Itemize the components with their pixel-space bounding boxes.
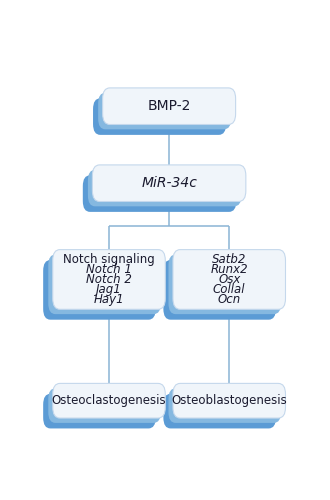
Text: Osteoblastogenesis: Osteoblastogenesis [171,394,287,407]
Text: Hay1: Hay1 [94,294,124,306]
FancyBboxPatch shape [48,388,161,423]
FancyBboxPatch shape [103,88,236,124]
Text: Notch 1: Notch 1 [86,263,132,276]
FancyBboxPatch shape [169,254,281,314]
FancyBboxPatch shape [163,260,276,320]
Text: Jag1: Jag1 [96,283,122,296]
Text: MiR-34c: MiR-34c [141,176,197,190]
FancyBboxPatch shape [88,170,241,206]
FancyBboxPatch shape [163,394,276,428]
FancyBboxPatch shape [43,394,156,428]
Text: Ocn: Ocn [217,294,241,306]
FancyBboxPatch shape [53,250,165,310]
Text: Osteoclastogenesis: Osteoclastogenesis [52,394,166,407]
FancyBboxPatch shape [53,384,165,418]
FancyBboxPatch shape [173,250,285,310]
FancyBboxPatch shape [169,388,281,423]
FancyBboxPatch shape [98,93,231,130]
Text: Collal: Collal [213,283,246,296]
Text: Runx2: Runx2 [211,263,248,276]
FancyBboxPatch shape [83,176,236,212]
FancyBboxPatch shape [92,165,246,202]
Text: Osx: Osx [218,273,241,286]
FancyBboxPatch shape [48,254,161,314]
FancyBboxPatch shape [173,384,285,418]
Text: Notch 2: Notch 2 [86,273,132,286]
Text: BMP-2: BMP-2 [148,99,191,113]
FancyBboxPatch shape [43,260,156,320]
Text: Notch signaling: Notch signaling [63,252,155,266]
Text: Satb2: Satb2 [212,252,247,266]
FancyBboxPatch shape [93,98,226,135]
